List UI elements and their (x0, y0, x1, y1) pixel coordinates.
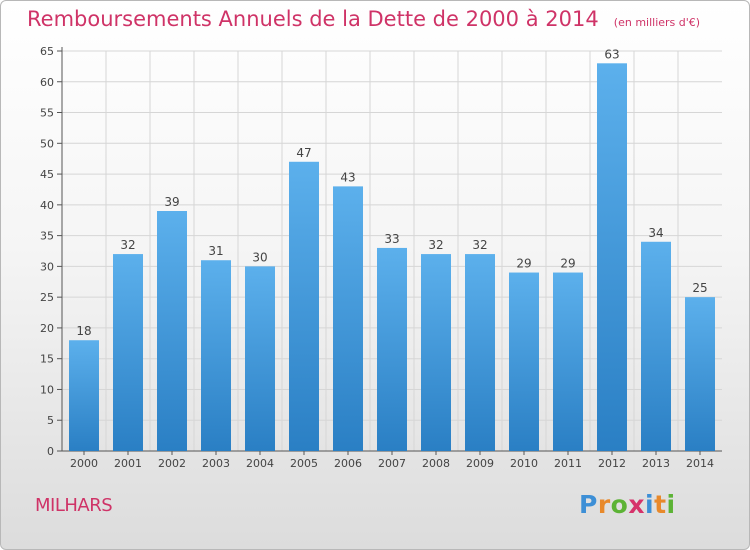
x-tick-label: 2005 (290, 457, 318, 470)
y-tick-label: 20 (40, 322, 54, 335)
bar-2004 (245, 266, 275, 451)
y-tick-label: 25 (40, 291, 54, 304)
bar-2000 (69, 340, 99, 451)
logo-letter: x (628, 490, 645, 519)
data-label-2012: 63 (604, 47, 619, 61)
bar-2007 (377, 247, 407, 451)
data-label-2009: 32 (472, 238, 487, 252)
bar-2006 (333, 186, 363, 451)
data-label-2002: 39 (164, 195, 179, 209)
bar-2011 (553, 272, 583, 451)
y-tick-label: 45 (40, 168, 54, 181)
bar-2002 (157, 211, 187, 451)
y-tick-label: 65 (40, 45, 54, 58)
logo-letter: r (597, 490, 611, 519)
logo-letter: i (666, 490, 676, 519)
bar-2005 (289, 161, 319, 451)
logo-letter: P (579, 490, 598, 519)
data-label-2000: 18 (76, 324, 91, 338)
x-tick-label: 2010 (510, 457, 538, 470)
y-tick-label: 30 (40, 260, 54, 273)
logo-letter: i (645, 490, 655, 519)
bar-2014 (685, 297, 715, 451)
chart-title: Remboursements Annuels de la Dette de 20… (27, 7, 599, 31)
bars (69, 63, 715, 452)
y-tick-label: 0 (47, 445, 54, 458)
x-tick-label: 2008 (422, 457, 450, 470)
data-label-2004: 30 (252, 250, 267, 264)
x-tick-label: 2007 (378, 457, 406, 470)
y-tick-label: 50 (40, 137, 54, 150)
x-tick-label: 2013 (642, 457, 670, 470)
x-tick-label: 2014 (686, 457, 714, 470)
data-label-2005: 47 (296, 146, 311, 160)
x-tick-label: 2009 (466, 457, 494, 470)
bar-2010 (509, 272, 539, 451)
data-label-2003: 31 (208, 244, 223, 258)
bar-2003 (201, 260, 231, 451)
x-tick-label: 2004 (246, 457, 274, 470)
logo-letter: t (654, 490, 667, 519)
bar-2013 (641, 241, 671, 451)
data-label-2011: 29 (560, 257, 575, 271)
y-tick-label: 15 (40, 353, 54, 366)
data-label-2013: 34 (648, 226, 663, 240)
x-tick-label: 2001 (114, 457, 142, 470)
data-label-2010: 29 (516, 257, 531, 271)
y-tick-label: 10 (40, 383, 54, 396)
y-tick-label: 55 (40, 107, 54, 120)
data-label-2008: 32 (428, 238, 443, 252)
title-row: Remboursements Annuels de la Dette de 20… (27, 7, 700, 31)
bar-2009 (465, 254, 495, 451)
y-tick-label: 35 (40, 230, 54, 243)
x-tick-label: 2006 (334, 457, 362, 470)
proxiti-logo: Proxiti (579, 490, 676, 519)
x-tick-label: 2012 (598, 457, 626, 470)
x-tick-label: 2011 (554, 457, 582, 470)
data-label-2006: 43 (340, 170, 355, 184)
y-tick-label: 60 (40, 76, 54, 89)
chart-subtitle: (en milliers d'€) (613, 16, 701, 29)
bar-2001 (113, 254, 143, 451)
commune-name: MILHARS (35, 495, 113, 516)
logo-letter: o (610, 490, 629, 519)
x-tick-label: 2003 (202, 457, 230, 470)
y-tick-label: 40 (40, 199, 54, 212)
x-tick-label: 2002 (158, 457, 186, 470)
data-label-2001: 32 (120, 238, 135, 252)
bar-2012 (597, 63, 627, 452)
y-tick-label: 5 (47, 414, 54, 427)
x-tick-label: 2000 (70, 457, 98, 470)
bar-2008 (421, 254, 451, 451)
data-labels: 18 32 39 31 30 47 43 33 32 32 29 29 63 34 25 (76, 47, 707, 338)
data-label-2007: 33 (384, 232, 399, 246)
data-label-2014: 25 (692, 281, 707, 295)
